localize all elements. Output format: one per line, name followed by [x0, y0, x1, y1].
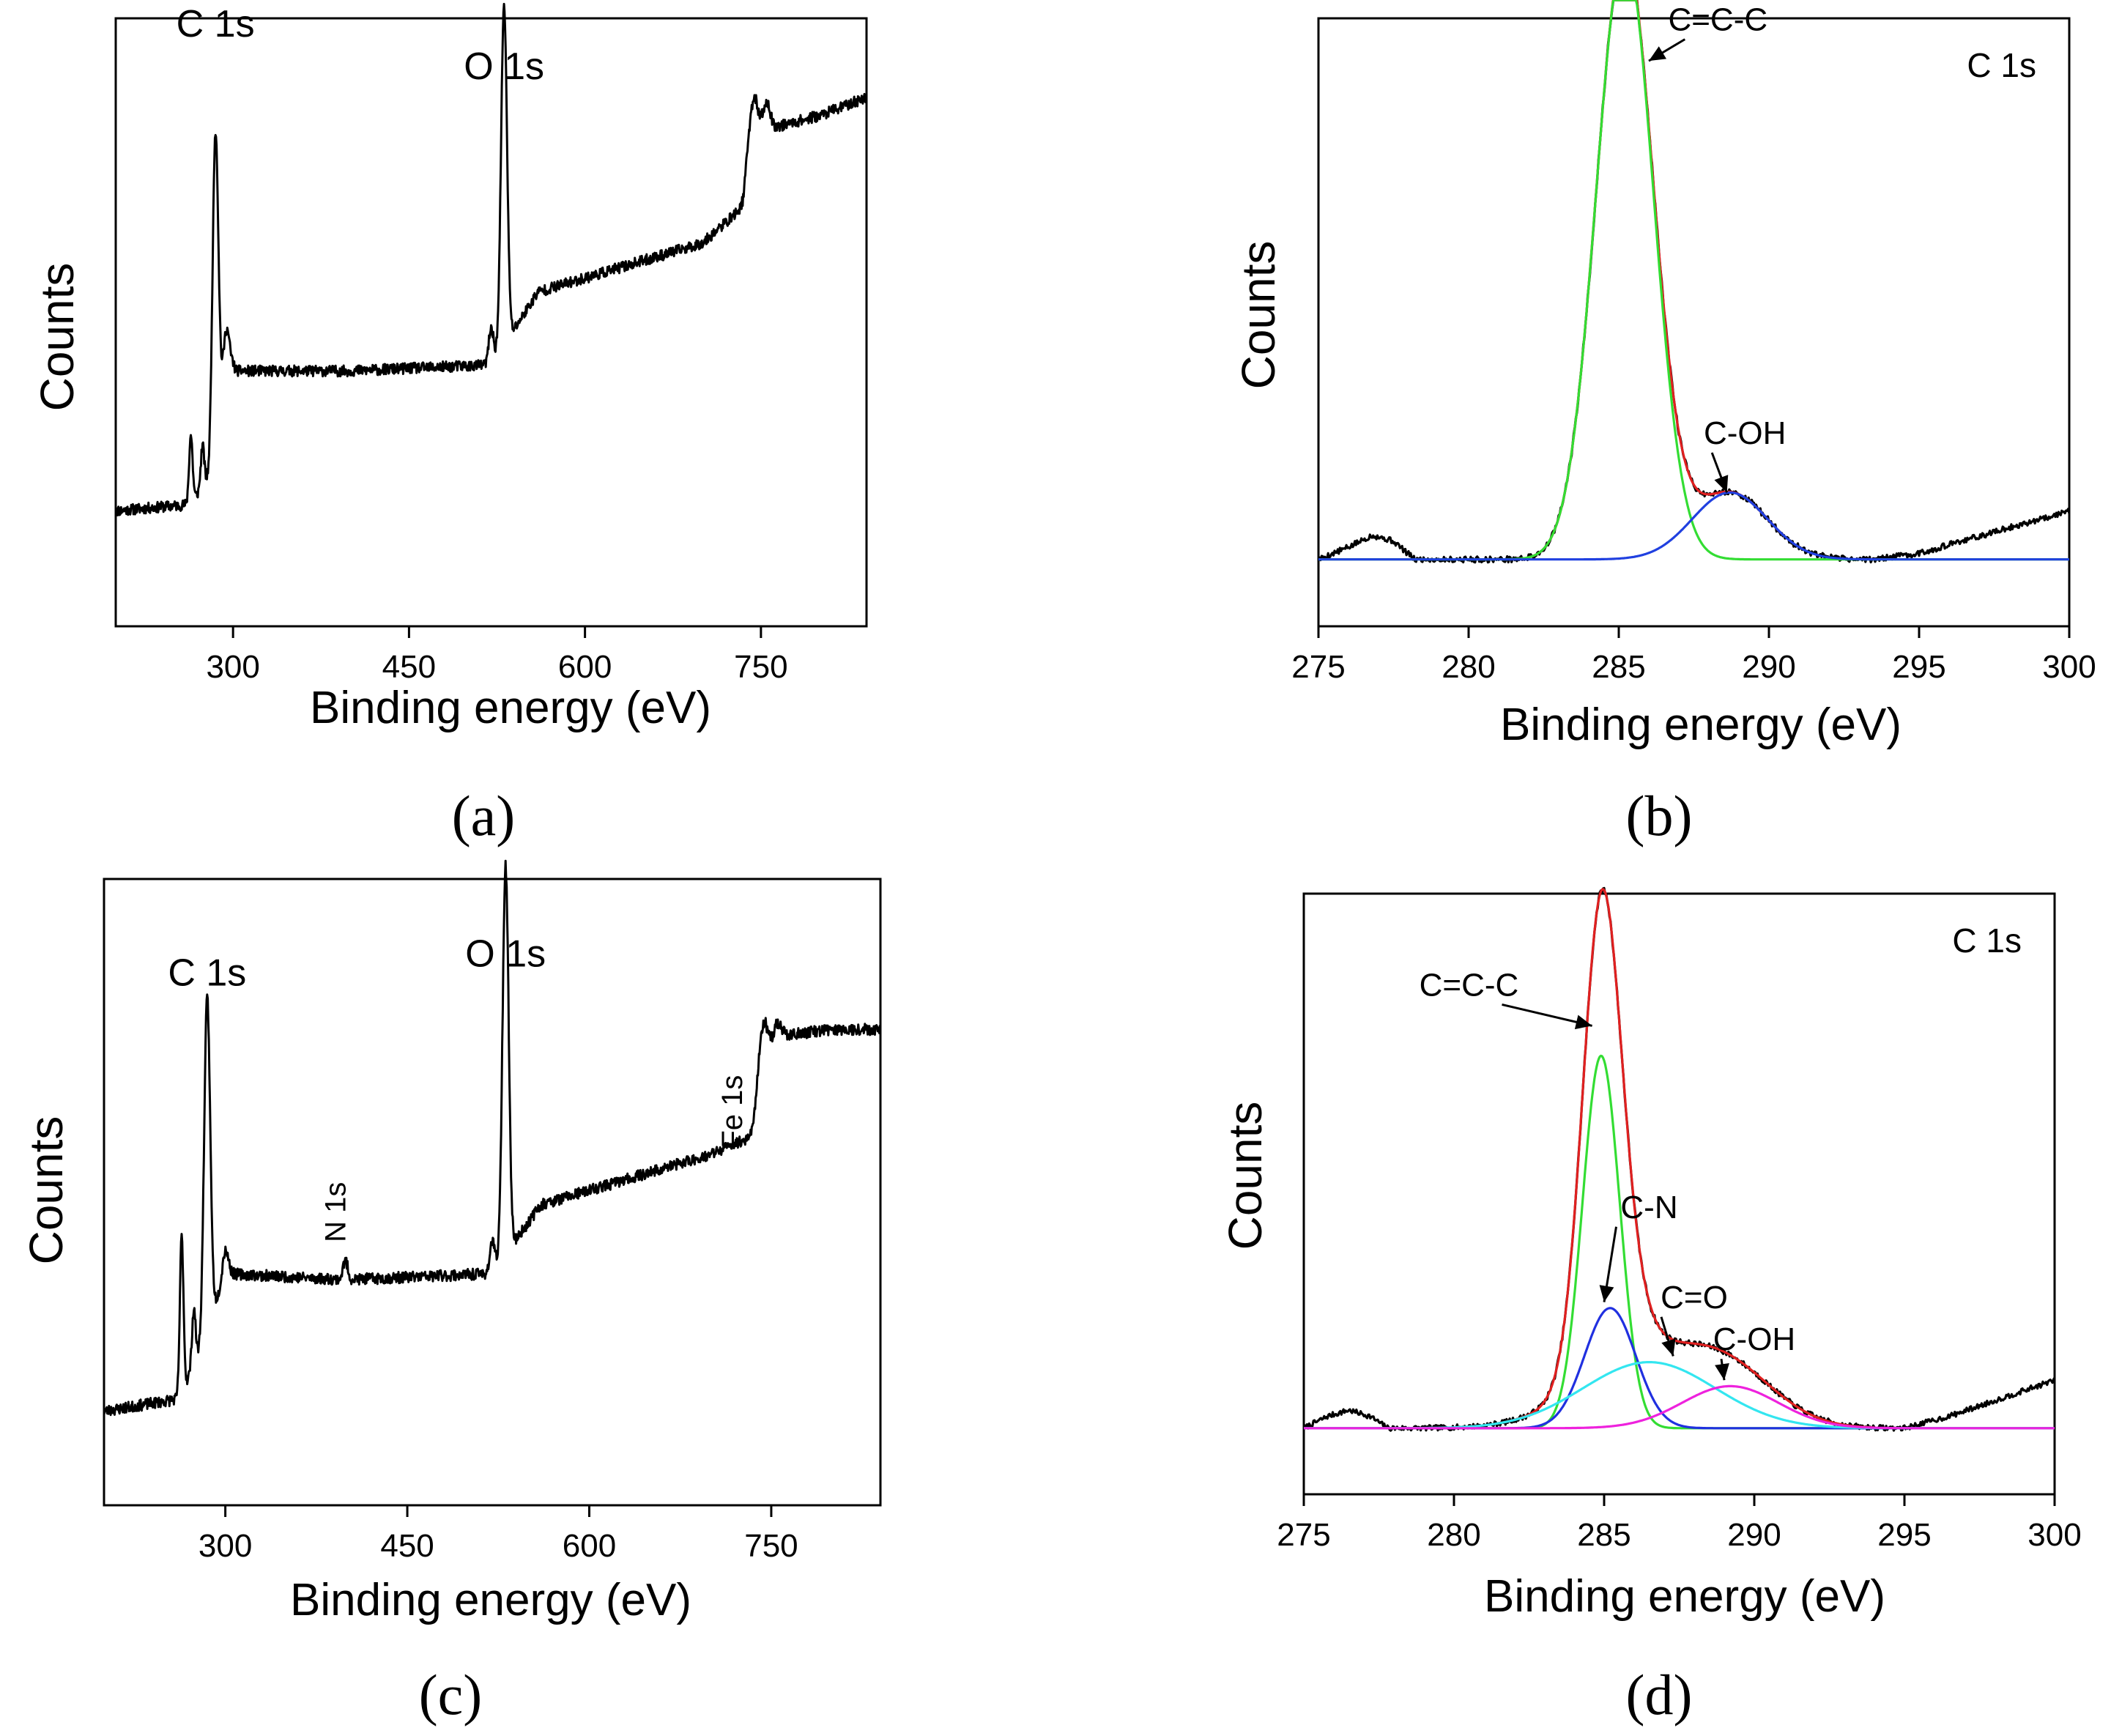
peak-label: Fe 1s — [716, 1075, 749, 1149]
panel-caption-b: (b) — [1626, 784, 1693, 847]
series-c-oh — [1303, 1384, 2055, 1430]
series-survey-spectrum — [103, 859, 882, 1417]
series-fit-envelope — [1498, 888, 1875, 1429]
x-tick-label: 300 — [2027, 1517, 2081, 1553]
x-tick-label: 295 — [1892, 649, 1945, 685]
peak-label: C 1s — [177, 3, 255, 45]
plot-frame — [1302, 892, 2056, 1496]
peak-label: O 1s — [464, 45, 544, 88]
annotation-label: C-N — [1620, 1190, 1677, 1225]
x-tick-label: 450 — [380, 1528, 434, 1564]
x-tick-label: 300 — [206, 649, 259, 685]
panel-caption-a: (a) — [452, 784, 516, 847]
x-tick-label: 280 — [1427, 1517, 1480, 1553]
x-tick-label: 285 — [1577, 1517, 1630, 1553]
series-fit-envelope — [1527, 0, 1785, 559]
annotation-label: C-OH — [1704, 415, 1786, 451]
series-measured — [1317, 0, 2071, 564]
panel-c-survey: Counts Binding energy (eV) (c) 300 450 600… — [20, 859, 882, 1726]
panel-b-c1s: Counts Binding energy (eV) (b) 275 280 285… — [1232, 0, 2096, 847]
x-tick-label: 300 — [2042, 649, 2096, 685]
x-tick-label: 750 — [734, 649, 787, 685]
x-axis-label: Binding energy (eV) — [1500, 700, 1902, 750]
x-axis-label: Binding energy (eV) — [1484, 1571, 1885, 1622]
y-axis-label: Counts — [1232, 241, 1285, 390]
panel-a-survey: Counts Binding energy (eV) (a) 300 450 600… — [31, 2, 868, 847]
x-tick-label: 280 — [1442, 649, 1495, 685]
panel-label: C 1s — [1967, 46, 2036, 84]
x-tick-label: 275 — [1277, 1517, 1330, 1553]
panel-caption-d: (d) — [1626, 1663, 1693, 1726]
annotation-label: C=O — [1661, 1280, 1728, 1316]
peak-label: N 1s — [320, 1182, 352, 1242]
x-tick-label: 450 — [382, 649, 436, 685]
x-tick-label: 600 — [558, 649, 612, 685]
annotation-arrowhead — [1715, 1363, 1729, 1381]
plot-frame — [1317, 17, 2071, 628]
plot-frame — [114, 17, 868, 628]
series-c-c-c — [1303, 1054, 2055, 1430]
panel-caption-c: (c) — [419, 1663, 483, 1726]
x-tick-label: 750 — [744, 1528, 798, 1564]
y-axis-label: Counts — [31, 263, 84, 412]
peak-label: O 1s — [465, 933, 546, 976]
annotation-label: C-OH — [1713, 1321, 1795, 1357]
annotation-label: C=C-C — [1420, 967, 1519, 1003]
annotation-arrowhead — [1574, 1014, 1592, 1030]
x-tick-label: 600 — [563, 1528, 616, 1564]
x-tick-label: 290 — [1727, 1517, 1781, 1553]
annotation-label: C=C-C — [1668, 2, 1767, 38]
y-axis-label: Counts — [20, 1116, 73, 1265]
x-tick-label: 290 — [1742, 649, 1795, 685]
annotation-arrowhead — [1649, 46, 1667, 62]
annotation-arrowhead — [1661, 1338, 1676, 1357]
x-tick-label: 275 — [1291, 649, 1345, 685]
panel-d-c1s: Counts Binding energy (eV) (d) 275 280 285… — [1219, 886, 2082, 1726]
series-c-oh — [1318, 491, 2070, 561]
peak-label: C 1s — [168, 952, 246, 994]
annotation-arrowhead — [1714, 475, 1729, 493]
series-c-c-c — [1318, 0, 2070, 561]
x-tick-label: 285 — [1592, 649, 1645, 685]
x-axis-label: Binding energy (eV) — [290, 1575, 691, 1625]
y-axis-label: Counts — [1219, 1102, 1272, 1250]
plot-frame — [103, 878, 882, 1507]
x-tick-label: 300 — [199, 1528, 252, 1564]
series-measured — [1302, 886, 2056, 1432]
panel-label: C 1s — [1952, 921, 2022, 960]
series-survey-spectrum — [115, 2, 868, 516]
x-tick-label: 295 — [1877, 1517, 1931, 1553]
x-axis-label: Binding energy (eV) — [310, 683, 711, 733]
annotation-arrowhead — [1599, 1285, 1614, 1302]
